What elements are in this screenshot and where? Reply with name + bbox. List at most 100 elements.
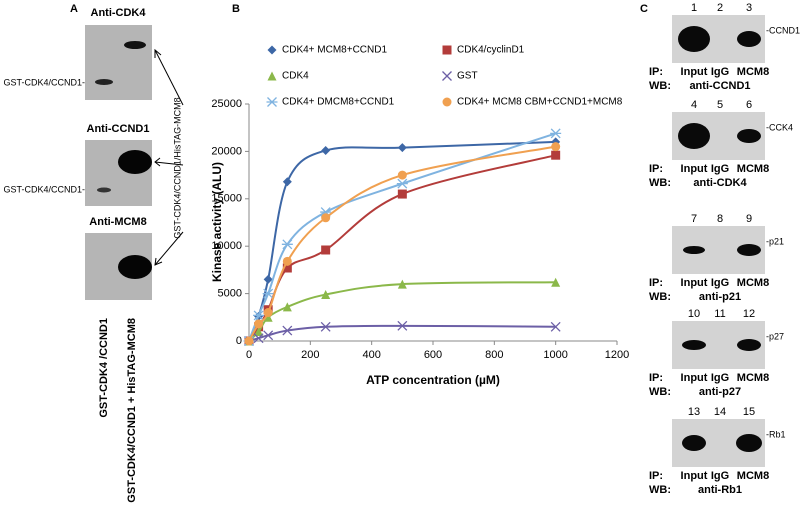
y-tick-label: 20000 bbox=[211, 145, 242, 157]
legend-label: CDK4+ DMCM8+CCND1 bbox=[282, 97, 395, 108]
lane-number: 2 bbox=[717, 2, 723, 14]
band bbox=[118, 255, 152, 279]
blot bbox=[85, 25, 152, 100]
lane-number: 4 bbox=[691, 99, 697, 111]
ip-label: IP: bbox=[649, 470, 663, 482]
series-line bbox=[248, 324, 556, 342]
ip-lane: MCM8 bbox=[737, 470, 769, 482]
lane-number: 1 bbox=[691, 2, 697, 14]
x-tick-label: 200 bbox=[301, 349, 319, 361]
marker bbox=[282, 325, 293, 336]
lane-number: 7 bbox=[691, 213, 697, 225]
lane-number: 5 bbox=[717, 99, 723, 111]
marker bbox=[282, 177, 292, 187]
marker bbox=[253, 310, 265, 321]
wb-label: WB: bbox=[649, 484, 671, 496]
arrows bbox=[154, 48, 184, 266]
marker bbox=[397, 170, 407, 180]
ip-lane: IgG bbox=[711, 277, 729, 289]
marker bbox=[397, 143, 407, 153]
band bbox=[682, 435, 706, 451]
ip-lane: MCM8 bbox=[737, 277, 769, 289]
ip-lane: Input bbox=[681, 470, 708, 482]
legend-marker bbox=[266, 97, 278, 107]
lane-number: 12 bbox=[743, 308, 755, 320]
lane-number: 14 bbox=[714, 406, 726, 418]
wb-label: WB: bbox=[649, 177, 671, 189]
marker bbox=[263, 312, 273, 322]
blot-title: Anti-CCND1 bbox=[87, 123, 150, 135]
marker bbox=[550, 128, 562, 139]
band bbox=[737, 244, 761, 256]
legend-label: CDK4+ MCM8+CCND1 bbox=[282, 45, 387, 56]
marker bbox=[282, 263, 292, 273]
marker bbox=[551, 142, 561, 152]
band-label: -CCK4 bbox=[766, 122, 793, 132]
band bbox=[118, 150, 152, 174]
marker bbox=[263, 330, 274, 341]
lane-label: GST-CDK4 /CCND1 bbox=[98, 318, 110, 418]
x-axis-label: ATP concentration (µM) bbox=[366, 373, 500, 387]
wb-antibody: anti-p27 bbox=[699, 386, 741, 398]
wb-antibody: anti-CCND1 bbox=[689, 80, 750, 92]
band bbox=[737, 31, 761, 47]
band-label: -CCND1 bbox=[766, 25, 800, 35]
y-axis-label: Kinase activity (ALU) bbox=[210, 162, 224, 282]
marker bbox=[321, 290, 331, 300]
marker bbox=[321, 245, 331, 255]
lane-number: 13 bbox=[688, 406, 700, 418]
marker bbox=[321, 213, 331, 223]
ip-lane: MCM8 bbox=[737, 372, 769, 384]
marker bbox=[254, 319, 264, 329]
y-tick-label: 0 bbox=[236, 335, 242, 347]
marker bbox=[397, 320, 408, 331]
marker bbox=[282, 256, 292, 266]
ip-lane: Input bbox=[681, 277, 708, 289]
wb-label: WB: bbox=[649, 80, 671, 92]
marker bbox=[551, 150, 561, 160]
marker bbox=[262, 288, 274, 299]
lane-label: GST-CDK4/CCND1 + HisTAG-MCM8 bbox=[126, 318, 138, 503]
blot-title: Anti-CDK4 bbox=[91, 7, 147, 19]
marker bbox=[281, 239, 293, 250]
band bbox=[737, 339, 761, 351]
ip-label: IP: bbox=[649, 277, 663, 289]
blot bbox=[85, 140, 152, 206]
marker bbox=[263, 308, 273, 318]
wb-antibody: anti-CDK4 bbox=[693, 177, 747, 189]
wb-label: WB: bbox=[649, 386, 671, 398]
marker bbox=[254, 327, 264, 337]
band-label: -p27 bbox=[766, 331, 784, 341]
marker bbox=[282, 302, 292, 312]
y-tick-label: 25000 bbox=[211, 98, 242, 110]
ip-lane: Input bbox=[681, 163, 708, 175]
panel-label: A bbox=[70, 3, 78, 15]
panel-label: B bbox=[232, 3, 240, 15]
legend-marker bbox=[267, 45, 277, 55]
legend-label: CDK4+ MCM8 CBM+CCND1+MCM8 bbox=[457, 97, 623, 108]
marker bbox=[396, 178, 408, 189]
lane-number: 10 bbox=[688, 308, 700, 320]
lane-number: 8 bbox=[717, 213, 723, 225]
wb-label: WB: bbox=[649, 291, 671, 303]
lane-number: 9 bbox=[746, 213, 752, 225]
ip-lane: Input bbox=[681, 66, 708, 78]
band bbox=[683, 246, 705, 254]
ip-lane: IgG bbox=[711, 163, 729, 175]
band bbox=[678, 123, 710, 149]
y-tick-label: 5000 bbox=[218, 288, 242, 300]
band bbox=[95, 79, 113, 85]
wb-antibody: anti-Rb1 bbox=[698, 484, 742, 496]
marker bbox=[321, 145, 331, 155]
ip-lane: Input bbox=[681, 372, 708, 384]
marker bbox=[263, 274, 273, 284]
marker bbox=[253, 333, 264, 344]
band bbox=[736, 434, 762, 452]
series-line bbox=[248, 281, 556, 342]
band-label: -Rb1 bbox=[766, 429, 786, 439]
blot-title: Anti-MCM8 bbox=[89, 216, 146, 228]
ip-label: IP: bbox=[649, 372, 663, 384]
legend-label: CDK4 bbox=[282, 71, 309, 82]
arrow-label: GST-CDK4/CCND1/HisTAG-MCM8 bbox=[172, 97, 182, 238]
